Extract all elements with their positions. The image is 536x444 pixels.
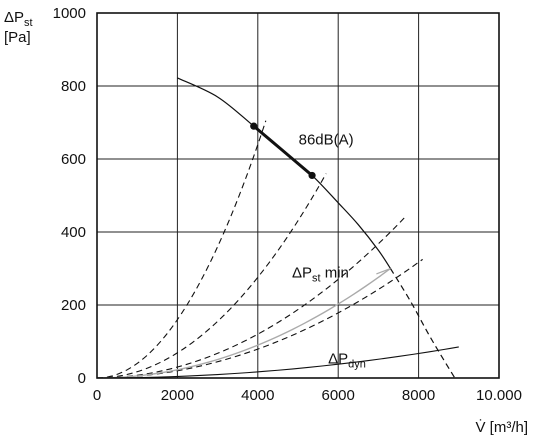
fan-curve [177, 77, 391, 269]
plot-frame [96, 12, 500, 379]
min-static-pressure-curve [96, 267, 391, 379]
fan-curve-extension [389, 268, 456, 379]
min-static-pressure-label: ΔPst min [292, 265, 349, 285]
y-tick-label: 0 [78, 370, 86, 387]
labels: 0 2000 4000 6000 8000 10.000 0 200 400 600 800 1000… [4, 5, 528, 436]
y-tick-label: 600 [61, 151, 86, 168]
x-axis-title: V̇ [m³/h] [475, 419, 528, 436]
dynamic-pressure-label: ΔPdyn [328, 350, 366, 370]
y-axis-title: ΔPst [4, 9, 33, 29]
noise-label: 86dB(A) [299, 131, 354, 148]
x-tick-label: 8000 [402, 387, 435, 404]
x-tick-label: 4000 [241, 387, 274, 404]
y-tick-label: 1000 [53, 5, 86, 22]
y-tick-label: 400 [61, 224, 86, 241]
curves [96, 77, 459, 379]
x-tick-label: 6000 [322, 387, 355, 404]
x-tick-label: 0 [93, 387, 101, 404]
noise-segment [252, 125, 314, 177]
y-axis-unit: [Pa] [4, 29, 31, 46]
grid [96, 12, 500, 379]
operating-point-marker-1 [308, 171, 316, 180]
axes [96, 12, 500, 379]
y-tick-label: 200 [61, 297, 86, 314]
x-tick-label: 10.000 [476, 387, 522, 404]
system-curve-0 [96, 120, 267, 379]
min-label-leader [376, 267, 391, 275]
dynamic-pressure-curve [96, 346, 459, 379]
x-tick-label: 2000 [161, 387, 194, 404]
system-curve-2 [96, 215, 407, 379]
operating-point-marker-0 [250, 122, 258, 130]
y-tick-label: 800 [61, 78, 86, 95]
